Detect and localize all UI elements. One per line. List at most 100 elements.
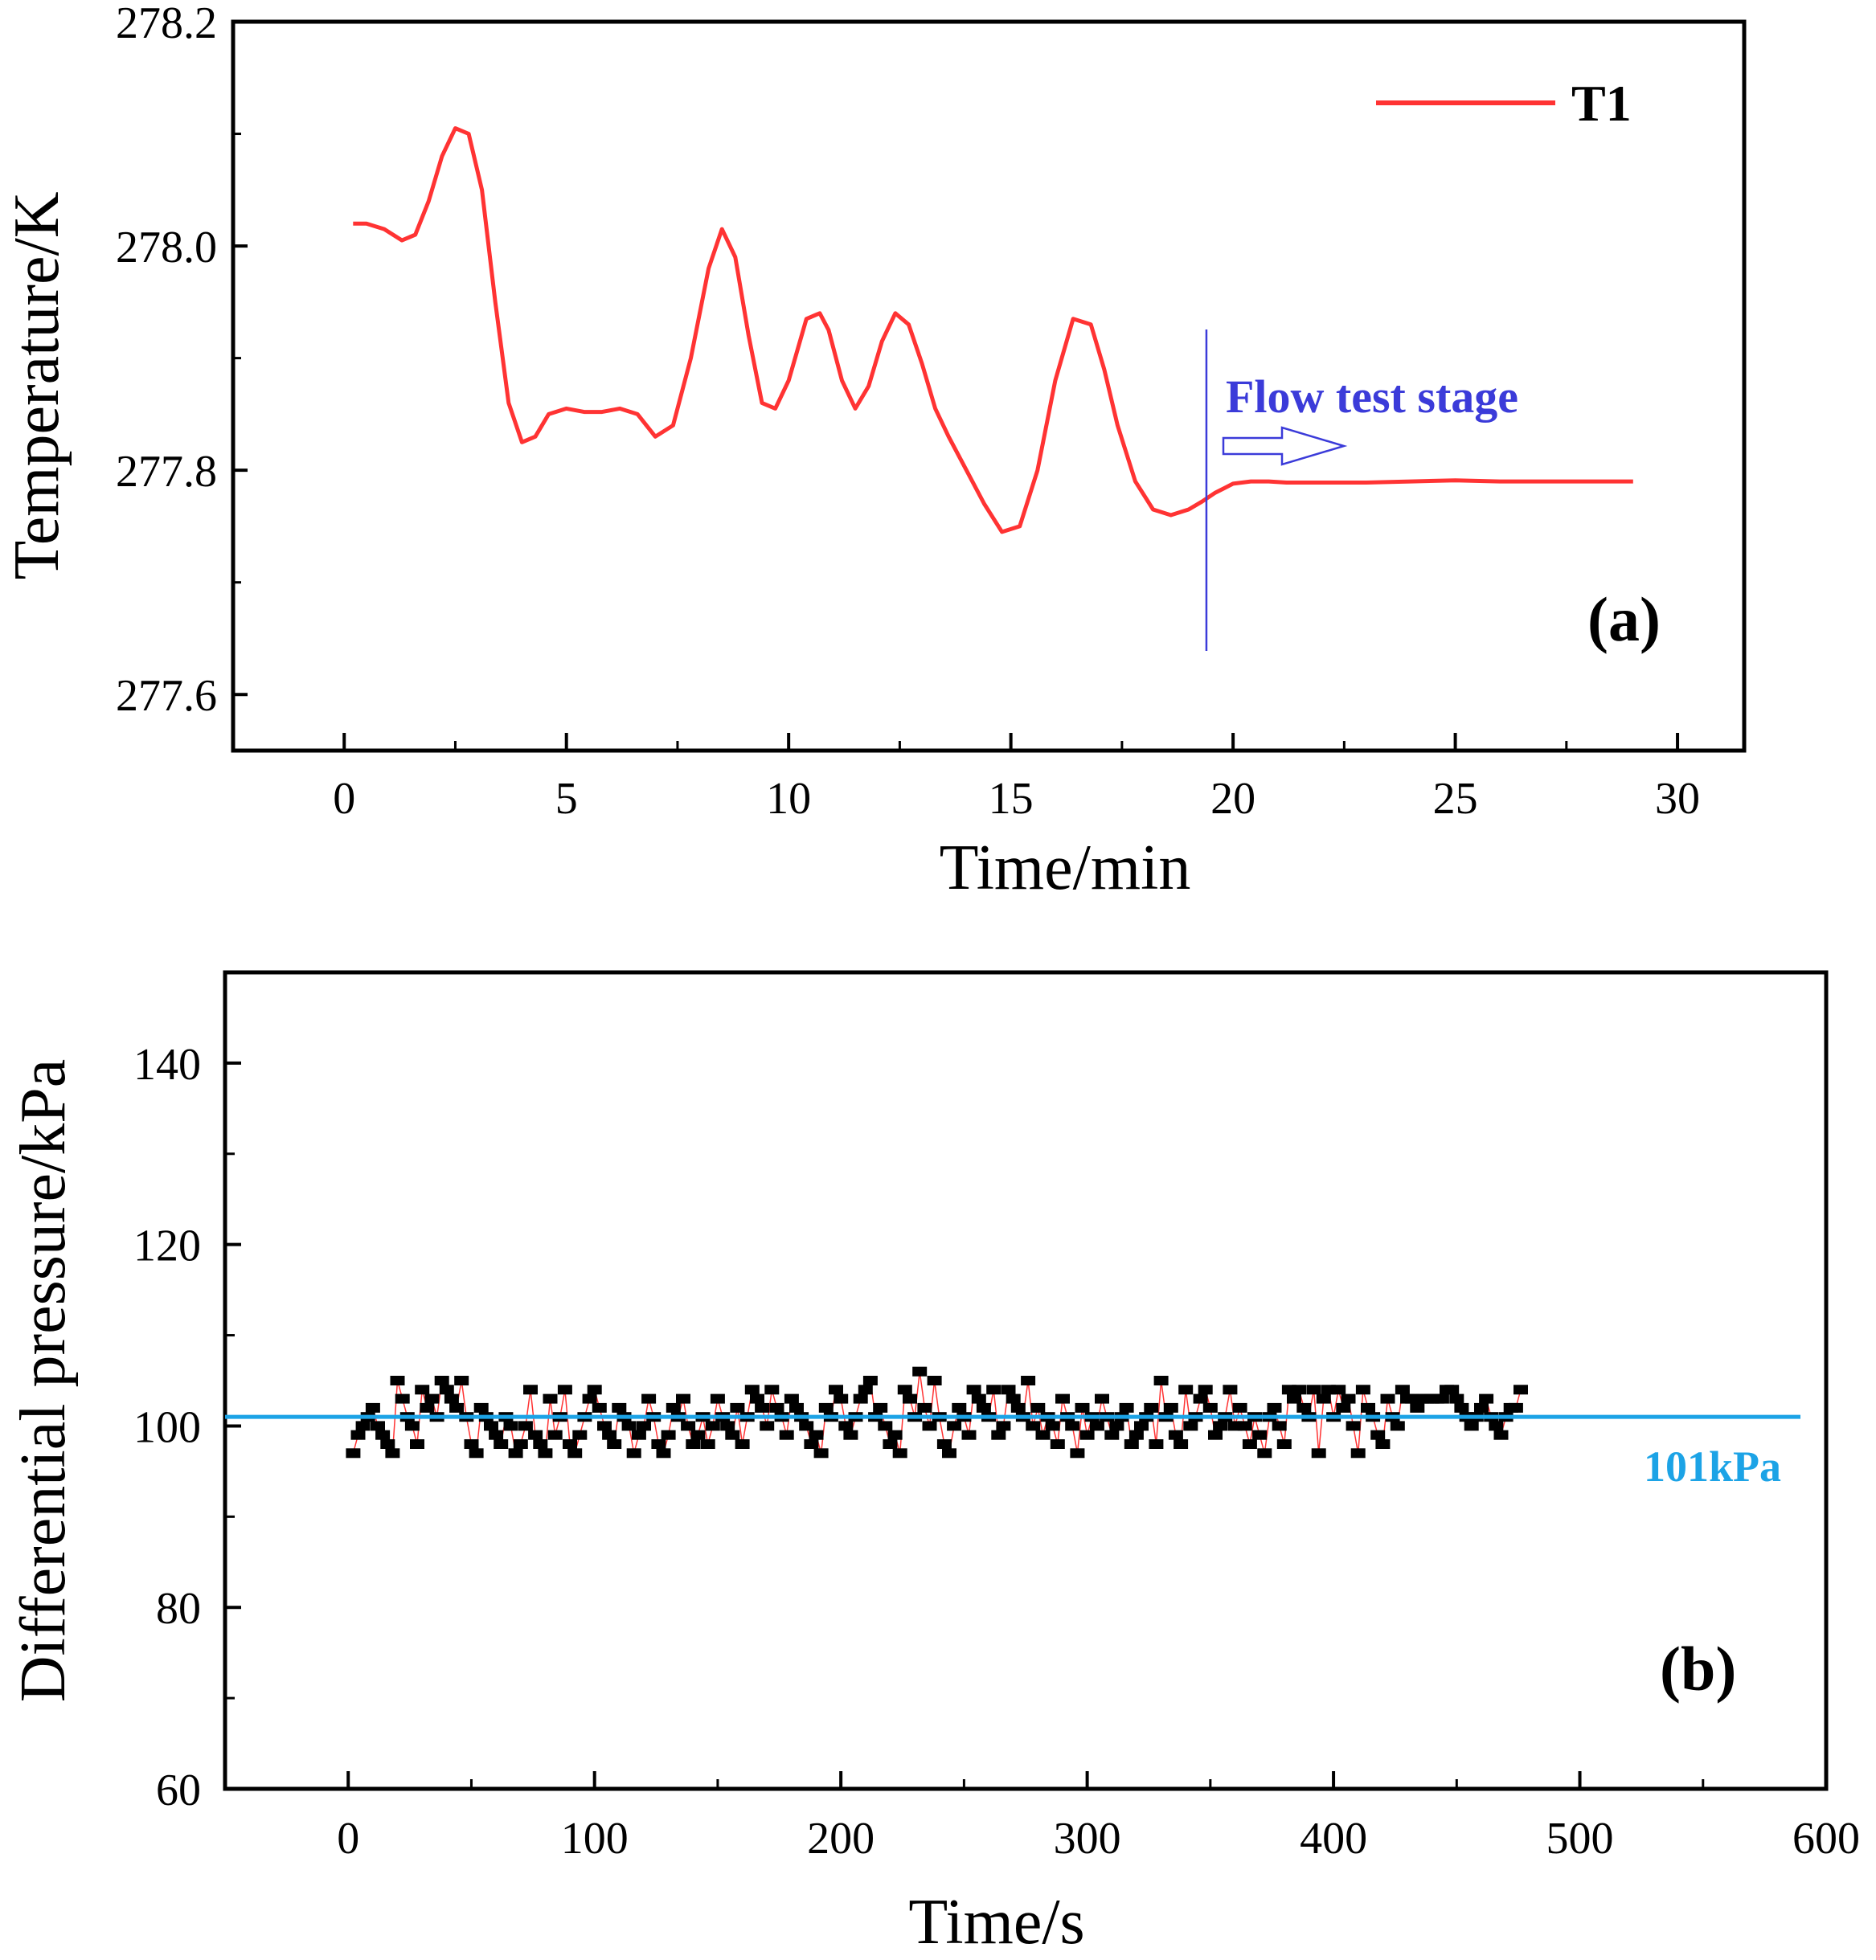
pressure-point [1075,1402,1090,1413]
pressure-point [1508,1402,1523,1413]
pressure-point [597,1421,612,1431]
x-tick-label: 200 [807,1814,875,1864]
plot-frame-b [223,970,1829,1791]
panel-label-b: (b) [1660,1634,1736,1704]
pressure-point [1124,1439,1139,1449]
y-tick-labels-a: 277.6 277.8 278.0 278.2 [116,0,217,721]
pressure-point [1119,1402,1134,1413]
pressure-point [917,1402,932,1413]
pressure-point [744,1385,760,1395]
pressure-point [1035,1430,1051,1440]
pressure-point [760,1421,775,1431]
pressure-point [557,1385,572,1395]
pressure-point [469,1448,484,1459]
x-tick-labels-b: 0 100 200 300 400 500 600 [337,1814,1860,1864]
panel-label-a: (a) [1587,584,1661,654]
pressure-point [1089,1421,1104,1431]
x-tick-label: 25 [1433,774,1478,824]
pressure-point [602,1430,617,1440]
pressure-point [804,1439,819,1449]
pressure-point [651,1439,666,1449]
y-tick-label: 277.6 [116,671,217,721]
pressure-point [390,1376,405,1385]
pressure-point [1311,1448,1326,1459]
pressure-point [415,1385,430,1395]
pressure-point [666,1402,681,1413]
tick-group-a [233,20,1680,751]
y-tick-label: 80 [156,1584,201,1634]
pressure-point [1021,1376,1036,1385]
pressure-point [971,1393,986,1404]
pressure-point [1010,1402,1026,1413]
pressure-point [1198,1385,1213,1395]
pressure-point [961,1430,977,1440]
pressure-point [1464,1421,1479,1431]
pressure-point [858,1385,873,1395]
pressure-point [764,1385,780,1395]
x-tick-label: 0 [333,774,355,824]
pressure-point [892,1448,907,1459]
pressure-point [1341,1393,1356,1404]
pressure-point [1223,1385,1238,1395]
x-tick-label: 5 [555,774,578,824]
pressure-point [725,1430,740,1440]
pressure-point [1346,1421,1361,1431]
pressure-point [434,1376,449,1385]
pressure-point [1361,1402,1375,1413]
pressure-point [538,1448,553,1459]
y-tick-label: 278.0 [116,223,217,272]
x-tick-label: 400 [1300,1814,1367,1864]
pressure-point [1276,1439,1292,1449]
pressure-point [942,1448,956,1459]
pressure-chart-panel: 0 100 200 300 400 500 600 60 80 100 120 140 101kPa… [8,970,1860,1958]
pressure-point [750,1393,764,1404]
plot-frame-a [231,19,1747,753]
pressure-point [607,1439,622,1449]
pressure-point [656,1448,671,1459]
pressure-point [720,1421,735,1431]
flow-stage-arrow-icon [1222,426,1348,466]
pressure-point [1045,1421,1060,1431]
pressure-point [686,1439,701,1449]
pressure-point [779,1430,794,1440]
pressure-point [789,1402,804,1413]
y-axis-title-a: Temperature/K [2,191,72,579]
pressure-point [1026,1421,1041,1431]
pressure-point [1316,1393,1331,1404]
x-tick-labels-a: 0 5 10 15 20 25 30 [333,774,1700,824]
pressure-point [1454,1402,1469,1413]
pressure-point [1006,1393,1021,1404]
tick-group-b [225,971,1828,1790]
x-tick-label: 30 [1655,774,1700,824]
y-tick-label: 100 [133,1402,201,1452]
pressure-point [966,1385,981,1395]
pressure-point [621,1421,637,1431]
pressure-point [1449,1393,1464,1404]
pressure-point [690,1430,706,1440]
pressure-point [1350,1448,1366,1459]
pressure-point [897,1385,912,1395]
y-tick-label: 140 [133,1040,201,1090]
pressure-point [631,1430,646,1440]
pressure-point [1065,1421,1080,1431]
pressure-point [420,1402,435,1413]
pressure-point [676,1393,690,1404]
pressure-point [1001,1385,1016,1395]
pressure-point [829,1385,843,1395]
pressure-point [784,1393,799,1404]
pressure-point [1144,1402,1159,1413]
y-tick-label: 277.8 [116,447,217,497]
pressure-point [976,1402,991,1413]
pressure-point [528,1430,543,1440]
pressure-point [410,1439,424,1449]
pressure-point [838,1421,854,1431]
pressure-point [799,1421,814,1431]
pressure-point [464,1439,479,1449]
pressure-point [547,1430,563,1440]
pressure-point [936,1439,952,1449]
reference-label: 101kPa [1644,1442,1781,1491]
pressure-point [626,1448,641,1459]
pressure-point [843,1430,858,1440]
pressure-point [883,1439,898,1449]
